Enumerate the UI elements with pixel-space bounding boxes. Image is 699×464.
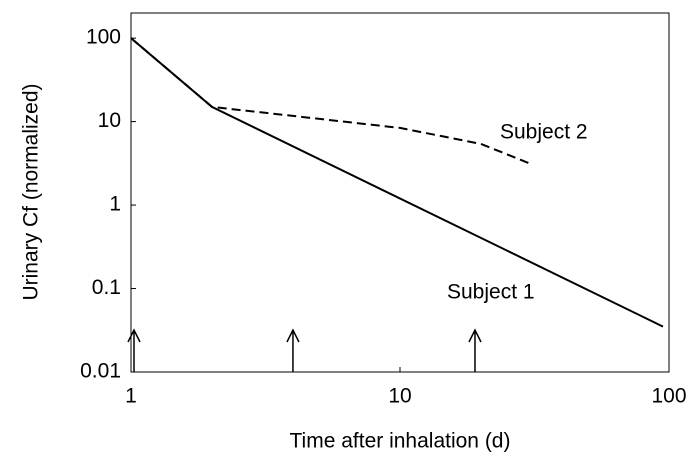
x-tick-label: 1 [125,385,137,408]
x-tick-label: 10 [388,385,411,408]
arrow [286,328,300,372]
y-tick-label: 1 [109,193,121,216]
arrow [127,328,141,372]
series-label: Subject 1 [447,281,535,304]
x-tick-label: 100 [651,385,686,408]
series-line [130,37,529,164]
y-tick-label: 0.01 [80,360,121,383]
y-tick-label: 100 [86,26,121,49]
series-line [130,37,664,328]
series-label: Subject 2 [500,121,588,144]
y-tick-label: 10 [98,109,121,132]
x-axis-label: Time after inhalation (d) [290,430,511,453]
arrow [468,328,482,372]
y-axis-label: Urinary Cf (normalized) [20,83,43,300]
plot-frame [130,12,670,373]
y-tick-label: 0.1 [92,276,121,299]
